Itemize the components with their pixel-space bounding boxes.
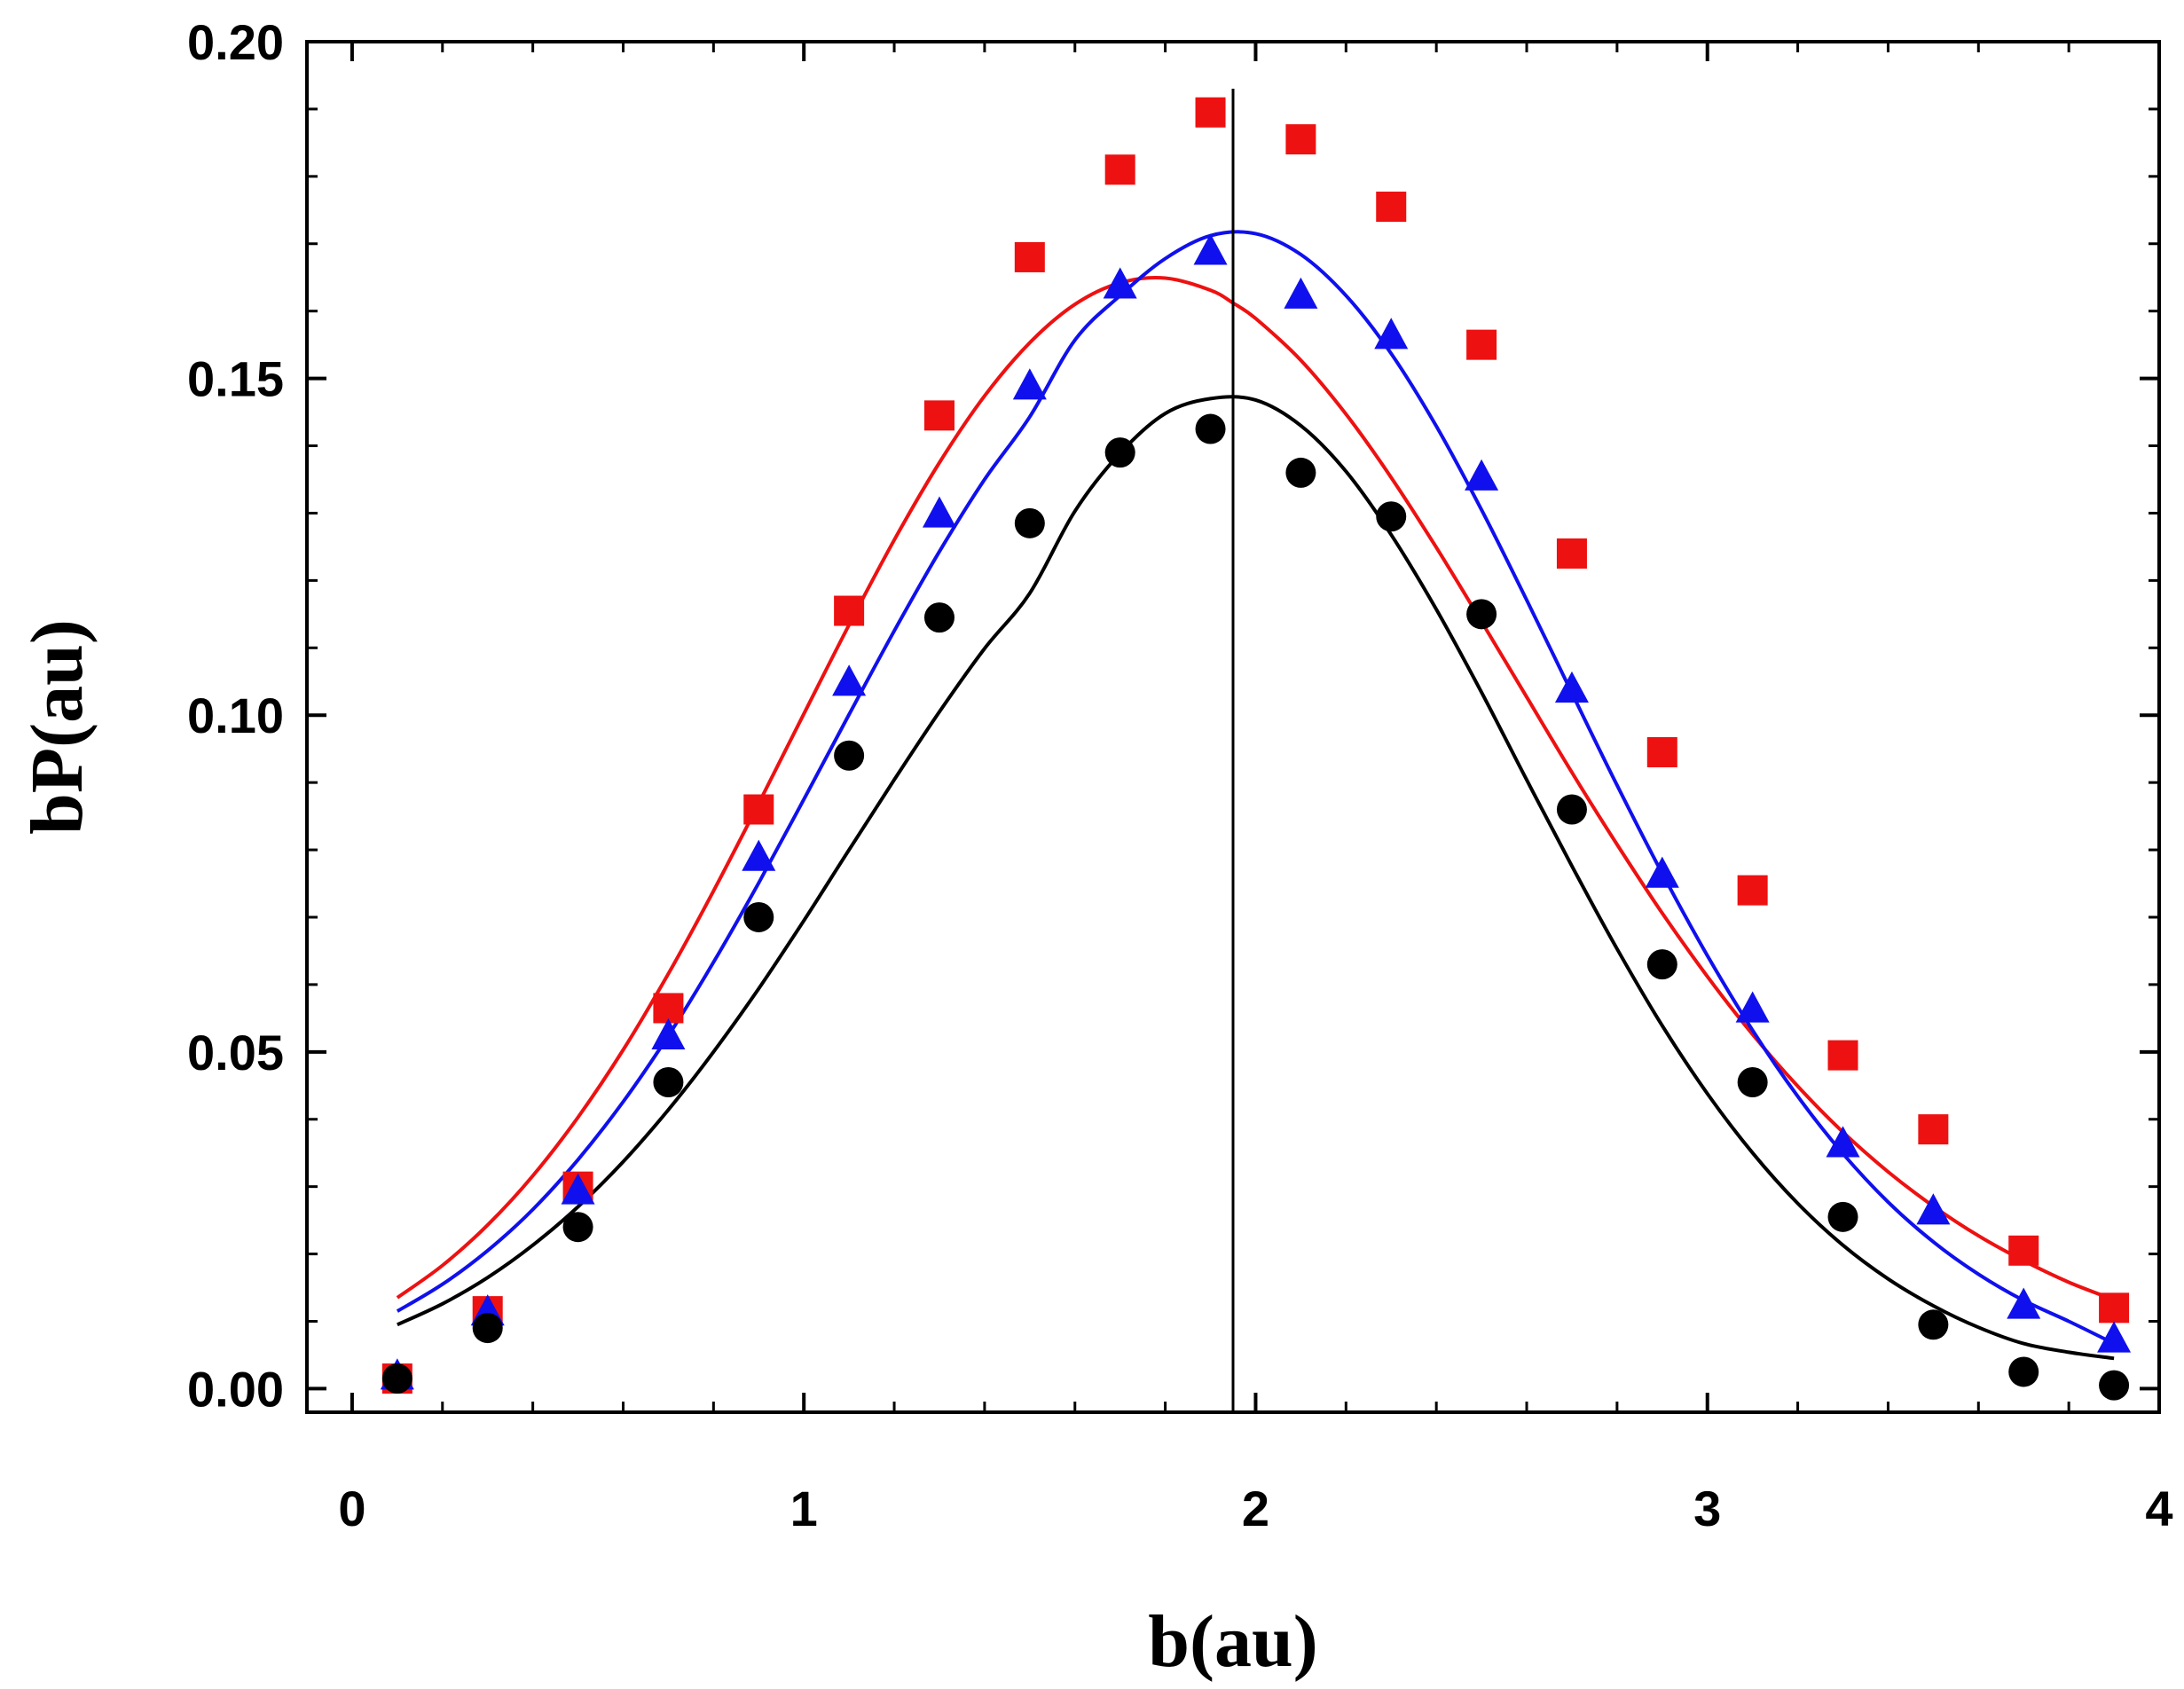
x-tick-label: 1 <box>790 1481 818 1536</box>
triangle-marker <box>1916 1193 1951 1225</box>
x-tick-label: 2 <box>1242 1481 1269 1536</box>
triangle-marker <box>922 496 956 528</box>
y-tick-label: 0.15 <box>187 351 284 407</box>
circle-marker <box>834 740 865 771</box>
square-marker <box>1195 97 1226 128</box>
circle-marker <box>1285 457 1316 488</box>
plot-frame <box>305 40 2161 1414</box>
circle-marker <box>653 1066 684 1097</box>
square-marker <box>1646 736 1677 767</box>
y-tick-labels: 0.00 0.05 0.10 0.15 0.20 <box>187 14 284 1417</box>
x-tick-label: 0 <box>338 1481 365 1536</box>
blue-fit-line <box>396 230 2115 1346</box>
square-marker <box>923 400 955 431</box>
y-tick-label: 0.20 <box>187 14 284 70</box>
triangle-marker <box>1012 368 1047 400</box>
square-marker <box>1285 124 1316 155</box>
square-marker <box>653 993 684 1024</box>
square-marker <box>1104 154 1135 185</box>
y-tick-label: 0.05 <box>187 1025 284 1080</box>
data-markers <box>380 97 2132 1401</box>
circle-marker <box>1195 413 1226 444</box>
triangle-marker <box>1465 459 1499 491</box>
circle-marker <box>1104 437 1135 468</box>
circle-marker <box>1737 1066 1768 1097</box>
x-tick-label: 4 <box>2145 1481 2172 1536</box>
circle-marker <box>2008 1356 2039 1387</box>
y-tick-label: 0.10 <box>187 687 284 743</box>
square-marker <box>2008 1235 2039 1266</box>
square-marker <box>1918 1114 1949 1145</box>
triangle-marker <box>651 1017 686 1049</box>
square-marker <box>1737 875 1768 906</box>
square-marker <box>743 794 774 825</box>
circle-marker <box>1646 949 1677 980</box>
red-fit-line <box>396 276 2115 1302</box>
triangle-marker <box>832 664 867 696</box>
circle-marker <box>1376 501 1407 532</box>
circle-marker <box>1466 599 1497 630</box>
square-marker <box>1376 192 1407 223</box>
square-marker <box>1466 329 1497 360</box>
square-marker <box>834 595 865 626</box>
triangle-marker <box>742 839 776 871</box>
triangle-marker <box>561 1173 595 1205</box>
square-marker <box>1014 241 1045 272</box>
x-tick-labels: 0 1 2 3 4 <box>338 1481 2172 1536</box>
triangle-marker <box>1735 991 1770 1023</box>
triangle-marker <box>1826 1126 1860 1158</box>
circle-marker <box>1556 794 1587 825</box>
triangle-marker <box>2097 1321 2132 1353</box>
circle-marker <box>562 1212 593 1243</box>
fit-lines <box>396 230 2115 1361</box>
circle-marker <box>1827 1201 1858 1232</box>
black-fit-line <box>397 395 2115 1361</box>
square-marker <box>1827 1040 1858 1071</box>
y-tick-label: 0.00 <box>187 1361 284 1417</box>
circle-marker <box>923 602 955 633</box>
triangle-marker <box>1193 233 1228 265</box>
circle-marker <box>1014 507 1045 538</box>
circle-marker <box>743 901 774 932</box>
y-axis-title: bP(au) <box>16 619 98 835</box>
triangle-marker <box>1645 856 1679 888</box>
x-tick-label: 3 <box>1693 1481 1721 1536</box>
circle-marker <box>472 1313 503 1344</box>
square-marker <box>2099 1292 2130 1324</box>
triangle-marker <box>1284 277 1318 309</box>
circle-marker <box>381 1363 412 1394</box>
triangle-marker <box>1103 267 1137 299</box>
triangle-marker <box>1374 318 1409 350</box>
square-marker <box>1556 538 1587 570</box>
triangle-marker <box>1554 671 1589 703</box>
circle-marker <box>2099 1370 2130 1401</box>
circle-marker <box>1918 1309 1949 1340</box>
triangle-marker <box>2007 1287 2041 1319</box>
x-axis-title: b(au) <box>1148 1600 1317 1683</box>
